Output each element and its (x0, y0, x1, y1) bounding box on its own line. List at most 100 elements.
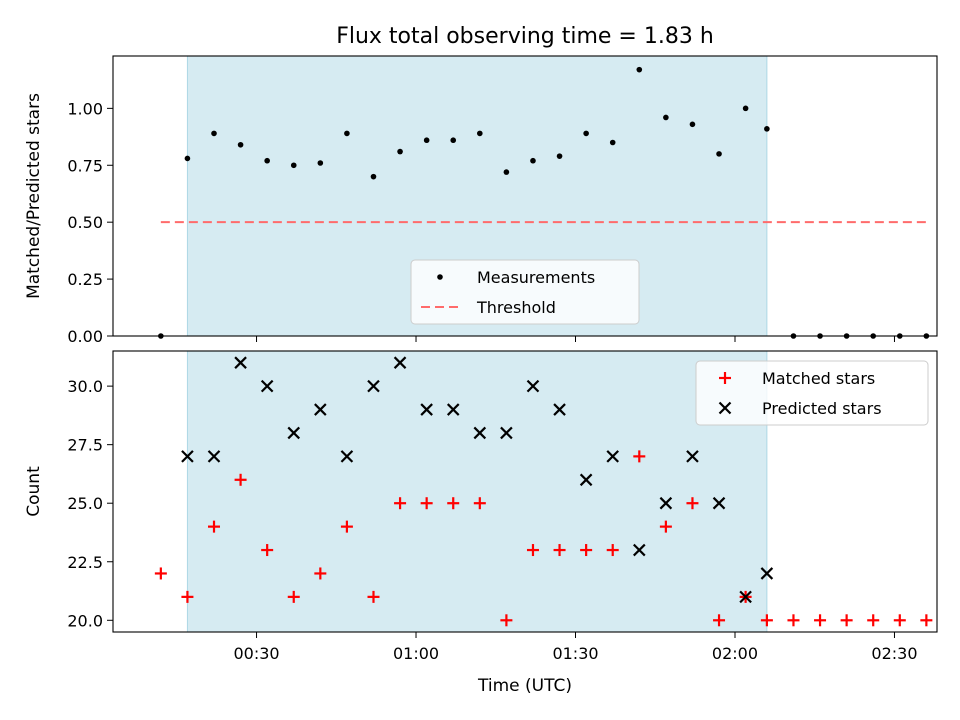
measurement-point (237, 141, 244, 148)
measurement-point (716, 151, 722, 157)
measurement-point (689, 121, 696, 128)
x-tick-label: 01:30 (552, 644, 598, 663)
predicted-star-marker (181, 450, 194, 463)
legend-key-predicted (718, 401, 732, 415)
x-tick-label: 01:00 (393, 644, 439, 663)
legend-label: Measurements (477, 268, 595, 287)
measurement-point (184, 155, 191, 162)
x-axis-label: Time (UTC) (477, 676, 572, 696)
measurement-point (344, 130, 350, 137)
matched-star-marker (208, 520, 221, 533)
predicted-star-marker (473, 426, 487, 440)
predicted-star-marker (234, 356, 247, 369)
matched-star-marker (606, 544, 619, 557)
predicted-star-marker (340, 450, 354, 463)
y-tick-label: 0.50 (67, 213, 103, 232)
predicted-star-marker (420, 403, 433, 416)
matched-star-marker (920, 614, 933, 627)
legend: Matched stars Predicted stars (695, 360, 929, 426)
measurement-point (583, 130, 589, 137)
measurement-point (663, 114, 669, 121)
matched-star-marker (340, 520, 353, 533)
matched-star-marker (420, 497, 433, 510)
legend-box (695, 360, 929, 426)
y-tick-label: 0.25 (67, 270, 103, 289)
predicted-star-marker (553, 403, 566, 416)
legend-key-matched (719, 372, 731, 384)
matched-star-marker (473, 497, 486, 510)
predicted-star-marker (287, 426, 301, 440)
predicted-star-marker (446, 403, 460, 416)
legend-key-measurements (437, 274, 443, 280)
measurement-point (530, 157, 536, 164)
measurement-point (477, 130, 483, 137)
count-panel: 20.0 22.5 25.0 27.5 30.0 00:30 01:00 01:30 02:00… (24, 350, 938, 663)
matched-star-marker (261, 544, 274, 557)
matched-star-marker (367, 590, 380, 603)
measurement-point (636, 66, 643, 73)
matched-star-marker (553, 544, 566, 557)
y-tick-label: 1.00 (67, 99, 103, 118)
predicted-star-marker (659, 496, 673, 510)
predicted-star-marker (526, 379, 540, 393)
matched-star-marker (500, 614, 513, 627)
matched-star-marker (394, 497, 407, 510)
y-tick-label: 20.0 (67, 611, 103, 630)
matched-star-marker (314, 567, 327, 580)
y-axis-label: Count (24, 466, 44, 517)
matched-star-marker (713, 614, 726, 627)
predicted-star-marker (500, 426, 513, 440)
observing-span (186, 350, 768, 633)
predicted-star-marker (260, 379, 274, 393)
measurement-point (370, 173, 377, 180)
predicted-star-marker (760, 567, 774, 580)
matched-star-marker (893, 614, 906, 627)
predicted-star-marker (712, 496, 726, 510)
matched-star-marker (867, 614, 880, 627)
axes-frame (112, 55, 938, 337)
legend-label: Threshold (476, 298, 556, 317)
predicted-star-marker (314, 403, 327, 416)
y-tick-label: 25.0 (67, 494, 103, 513)
measurement-point (211, 130, 217, 137)
measurement-point (317, 160, 324, 166)
legend-label: Predicted stars (762, 399, 882, 418)
predicted-star-marker (207, 450, 221, 463)
ratio-panel: 0.00 0.25 0.50 0.75 1.00 Matched/Predicted st… (24, 55, 938, 346)
y-axis-label: Matched/Predicted stars (24, 93, 44, 299)
matched-star-marker (580, 544, 593, 557)
matched-star-marker (447, 497, 460, 510)
legend-box (410, 259, 640, 325)
measurement-point (609, 139, 616, 146)
measurement-point (290, 162, 297, 169)
predicted-star-marker (739, 590, 752, 604)
predicted-star-marker (367, 379, 380, 393)
measurement-point (423, 137, 430, 144)
matched-star-marker (154, 567, 167, 580)
predicted-star-marker (686, 450, 699, 463)
y-tick-label: 0.00 (67, 327, 103, 346)
matched-star-marker (234, 473, 247, 486)
matched-star-marker (633, 450, 646, 463)
measurement-point (556, 153, 563, 159)
matched-star-marker (181, 590, 194, 603)
measurement-point (397, 148, 403, 155)
figure-title: Flux total observing time = 1.83 h (336, 24, 714, 49)
measurement-point (264, 157, 270, 164)
x-tick-label: 00:30 (233, 644, 279, 663)
predicted-star-marker (579, 473, 593, 487)
y-tick-label: 27.5 (67, 436, 103, 455)
y-tick-label: 0.75 (67, 156, 103, 175)
y-tick-label: 22.5 (67, 553, 103, 572)
predicted-star-marker (393, 356, 407, 369)
matched-star-marker (840, 614, 853, 627)
legend: Measurements Threshold (410, 259, 640, 325)
matched-star-marker (760, 614, 773, 627)
matched-star-marker (787, 614, 800, 627)
x-tick-label: 02:00 (712, 644, 758, 663)
matched-star-marker (814, 614, 827, 627)
measurement-point (503, 169, 510, 175)
y-tick-label: 30.0 (67, 377, 103, 396)
predicted-star-marker (606, 450, 619, 463)
